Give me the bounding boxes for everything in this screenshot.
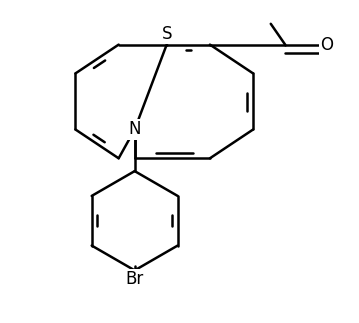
Text: O: O xyxy=(320,36,334,54)
Text: N: N xyxy=(129,120,141,139)
Text: Br: Br xyxy=(126,270,144,288)
Text: S: S xyxy=(162,25,172,43)
